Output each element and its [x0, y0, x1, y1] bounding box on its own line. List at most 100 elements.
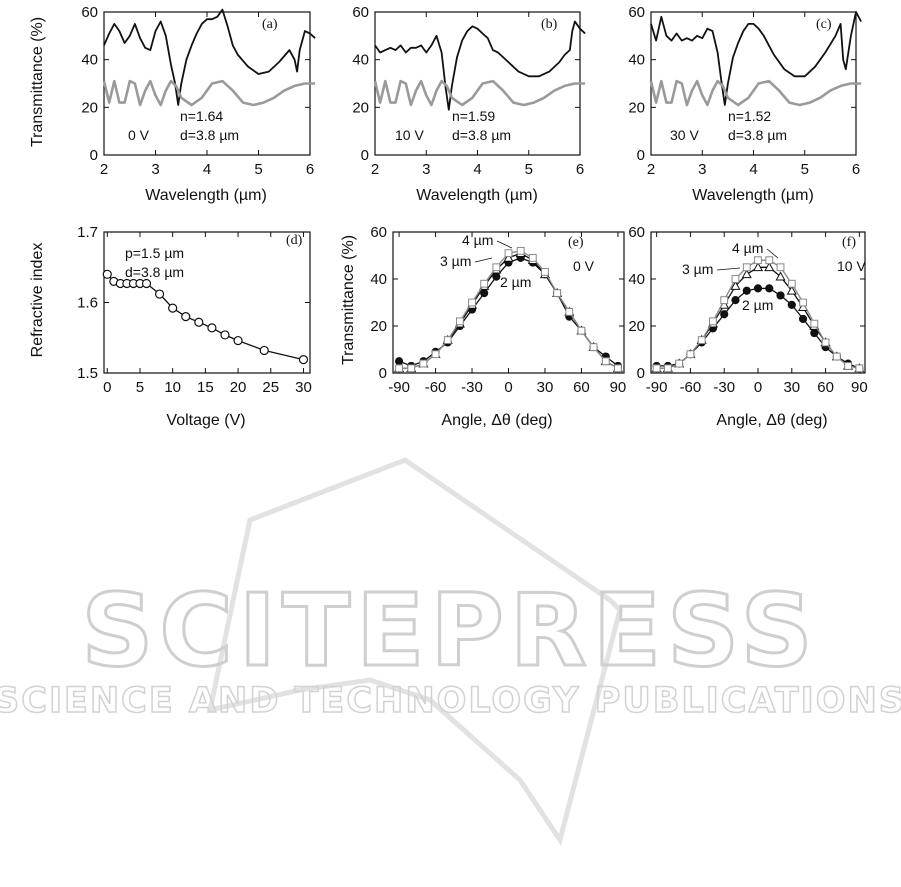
panel-a: Transmittance (%) Wavelength (µm) (a) 0 … — [29, 17, 278, 204]
panel-d-point — [154, 289, 165, 299]
panel-f-point — [776, 291, 785, 300]
panel-f-xtick-label: -60 — [680, 379, 702, 396]
panel-f-point — [787, 300, 796, 309]
panel-f-ytick-label: 20 — [628, 318, 645, 335]
panel-b-xtick-label: 5 — [525, 161, 533, 178]
panel-d-xtick-label: 30 — [295, 379, 312, 396]
panel-a-ylabel: Transmittance (%) — [29, 17, 46, 147]
panel-f-point — [786, 285, 797, 295]
panel-f-point — [730, 280, 741, 290]
panel-b-xlabel: Wavelength (µm) — [416, 187, 538, 204]
panel-f-point — [720, 310, 729, 319]
panel-a-xtick-label: 3 — [151, 161, 159, 178]
panel-e-xtick-label: 30 — [537, 379, 554, 396]
panel-e-xtick-label: 60 — [573, 379, 590, 396]
panel-a-ytick-label: 20 — [81, 99, 98, 116]
panel-c-xtick-label: 3 — [698, 161, 706, 178]
panel-c-xtick-label: 4 — [749, 161, 757, 178]
panel-b-ytick-label: 40 — [352, 52, 369, 69]
panel-d-point — [141, 278, 152, 289]
panel-b-ytick-label: 60 — [352, 4, 369, 21]
panel-f-point — [765, 284, 774, 293]
panel-e-voltage: 0 V — [573, 258, 595, 274]
panel-e-xtick-label: 0 — [504, 379, 512, 396]
panel-f-point — [754, 256, 762, 265]
panel-c-series-calculated — [649, 79, 862, 107]
panel-e-point — [553, 289, 562, 298]
panel-e-point — [431, 350, 440, 359]
panel-f-point — [709, 317, 717, 326]
panel-c-series-measured — [650, 11, 862, 106]
panel-a-voltage: 0 V — [128, 127, 150, 143]
panel-a-xlabel: Wavelength (µm) — [145, 187, 267, 204]
panel-e-leader-4um — [496, 240, 513, 249]
panel-e-point — [455, 317, 464, 326]
panel-f-leader-3um — [716, 267, 741, 271]
panel-f-point — [720, 296, 729, 305]
panel-e-point — [565, 308, 574, 316]
panel-e-point — [419, 359, 428, 368]
panel-f-leader-4um — [766, 248, 779, 259]
panel-a-ytick-label: 40 — [81, 52, 98, 69]
panel-e-point — [589, 343, 598, 352]
panel-a-label: (a) — [262, 17, 278, 32]
panel-a-series-calculated — [102, 79, 316, 107]
panel-f-point — [752, 262, 764, 272]
panel-a-xtick-label: 4 — [203, 161, 211, 178]
panel-f-point — [742, 263, 751, 272]
panel-d-d: d=3.8 µm — [125, 264, 184, 280]
panel-e-point — [395, 364, 403, 373]
panel-d-point — [233, 335, 243, 346]
panel-f-point — [764, 262, 775, 272]
panel-b-label: (b) — [541, 17, 558, 32]
panel-d-ytick-label: 1.7 — [77, 224, 98, 241]
panel-e-label: (e) — [568, 235, 584, 250]
panel-a-series-measured — [103, 8, 316, 106]
panel-b-d: d=3.8 µm — [452, 127, 511, 143]
panel-f-xtick-label: -30 — [713, 379, 735, 396]
panel-b-ytick-label: 20 — [352, 99, 369, 116]
panel-b-series-calculated — [373, 79, 586, 107]
leader-lines — [474, 240, 779, 271]
panel-e-point — [480, 279, 489, 288]
panel-d-xtick-label: 5 — [136, 379, 144, 396]
panel-b-xtick-label: 2 — [371, 161, 379, 178]
panel-c-d: d=3.8 µm — [728, 127, 787, 143]
panel-b-n: n=1.59 — [452, 108, 495, 124]
panel-d-xtick-label: 15 — [197, 379, 214, 396]
panel-e-point — [614, 364, 622, 373]
panel-e-xtick-label: 90 — [610, 379, 627, 396]
panel-f-point — [753, 284, 763, 293]
panel-e-point — [492, 263, 501, 272]
panel-f-point — [798, 314, 808, 324]
panel-b-ytick-label: 0 — [361, 147, 369, 164]
panel-f-point — [844, 362, 853, 370]
panel-f-xtick-label: -90 — [646, 379, 668, 396]
panel-e-point — [528, 253, 537, 262]
panel-f-xlabel: Angle, Δθ (deg) — [716, 412, 827, 429]
panel-d-p: p=1.5 µm — [125, 245, 184, 261]
panel-b: Wavelength (µm) (b) 10 V n=1.59 d=3.8 µm — [395, 17, 558, 204]
panel-f-point — [697, 336, 706, 345]
panel-c-ytick-label: 20 — [628, 99, 645, 116]
panel-f-point — [742, 286, 751, 295]
panel-d-point — [298, 355, 309, 365]
panel-e-ytick-label: 60 — [370, 224, 387, 241]
panel-e-point — [504, 249, 513, 258]
panel-e-label-3um: 3 µm — [440, 253, 471, 269]
panel-a-n: n=1.64 — [180, 108, 223, 124]
watermark-subtitle: SCIENCE AND TECHNOLOGY PUBLICATIONS — [0, 681, 901, 721]
panel-a-ytick-label: 0 — [90, 147, 98, 164]
panel-c-n: n=1.52 — [728, 108, 771, 124]
panel-b-xtick-label: 4 — [473, 161, 481, 178]
panel-e-point — [516, 246, 525, 255]
panel-e-ylabel: Transmittance (%) — [340, 235, 357, 365]
panel-d-xtick-label: 10 — [164, 379, 181, 396]
panel-e-leader-3um — [474, 257, 493, 263]
panel-d-series-line-0 — [106, 273, 304, 361]
panel-c-ytick-label: 60 — [628, 4, 645, 21]
panel-d-xlabel: Voltage (V) — [166, 412, 245, 429]
panel-e-point — [407, 364, 416, 373]
panel-b-xtick-label: 6 — [576, 161, 584, 178]
